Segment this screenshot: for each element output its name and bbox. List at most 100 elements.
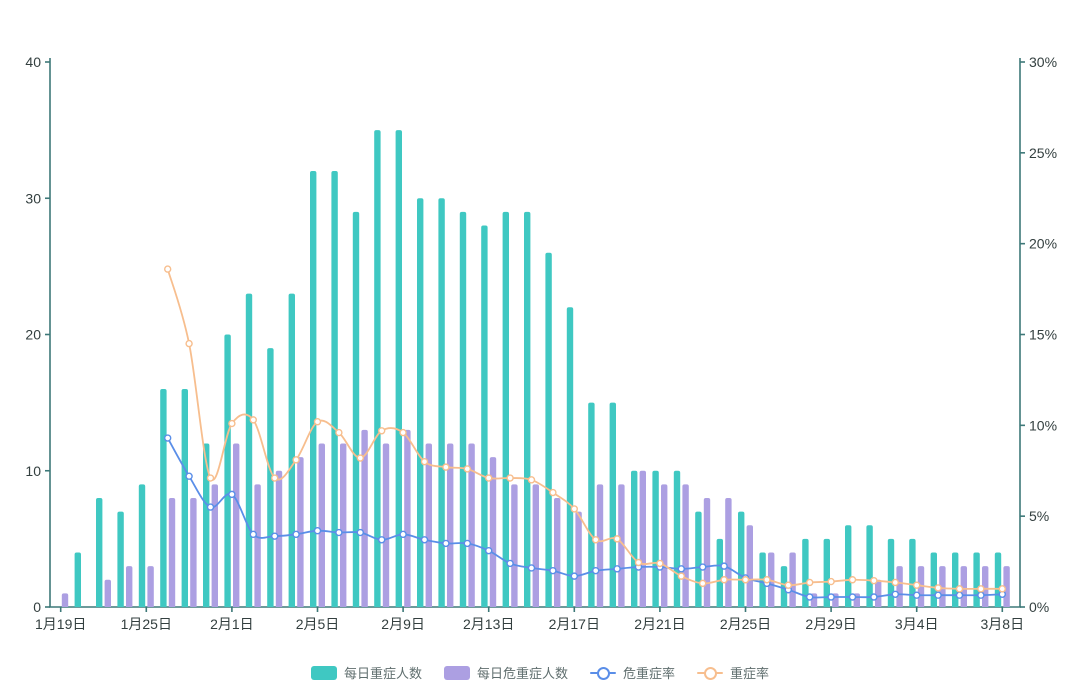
bar xyxy=(425,443,432,607)
data-point-marker xyxy=(549,566,557,575)
right-axis-tick-label: 10% xyxy=(1029,417,1057,433)
data-point-marker xyxy=(592,536,600,544)
bar xyxy=(789,552,796,607)
data-point-marker xyxy=(741,576,750,584)
legend-item-critical-rate[interactable]: 危重症率 xyxy=(590,663,675,682)
bar xyxy=(511,484,518,607)
bar xyxy=(973,552,980,607)
line-series-重症率 xyxy=(163,265,1006,593)
bar xyxy=(703,498,711,607)
left-axis-tick-label: 20 xyxy=(25,327,41,343)
bar xyxy=(930,552,937,607)
bar xyxy=(481,225,488,607)
bar xyxy=(639,470,646,607)
x-axis-tick-label: 3月4日 xyxy=(895,616,939,632)
bar xyxy=(74,552,81,607)
bar xyxy=(952,552,959,607)
data-point-marker xyxy=(913,581,921,589)
data-point-marker xyxy=(977,591,985,599)
left-axis-tick-label: 30 xyxy=(25,190,41,206)
data-point-marker xyxy=(463,465,471,473)
critical-rate-line-marker-icon xyxy=(590,666,616,680)
legend-item-daily-critical[interactable]: 每日危重症人数 xyxy=(443,663,568,682)
data-point-marker xyxy=(185,472,193,480)
data-point-marker xyxy=(506,559,514,568)
bar xyxy=(404,429,411,607)
bar xyxy=(147,566,154,607)
bar xyxy=(566,307,574,607)
data-point-marker xyxy=(228,419,236,428)
bar xyxy=(575,511,582,607)
x-axis-tick-label: 2月21日 xyxy=(634,616,685,632)
data-point-marker xyxy=(163,434,172,442)
x-axis-tick-label: 2月17日 xyxy=(549,616,600,632)
x-axis-tick-label: 3月8日 xyxy=(981,616,1025,632)
bar xyxy=(802,538,809,607)
left-axis-tick-label: 0 xyxy=(33,599,41,615)
data-point-marker xyxy=(613,535,621,543)
bar xyxy=(661,484,668,607)
bar xyxy=(545,252,552,607)
bar xyxy=(887,538,895,607)
bar xyxy=(96,498,103,607)
bar xyxy=(588,402,595,607)
x-axis-tick-label: 1月25日 xyxy=(121,616,172,632)
data-point-marker xyxy=(570,572,578,580)
data-point-marker xyxy=(399,428,407,437)
data-point-marker xyxy=(485,546,493,555)
data-point-marker xyxy=(313,527,322,535)
critical-bar-swatch-icon xyxy=(443,665,470,680)
bar xyxy=(275,470,283,607)
bar xyxy=(254,484,261,607)
bar xyxy=(768,552,775,607)
legend-item-daily-severe[interactable]: 每日重症人数 xyxy=(310,663,422,682)
line-path xyxy=(166,437,1004,599)
bar xyxy=(502,211,509,607)
bar xyxy=(233,443,240,607)
x-axis-tick-label: 2月29日 xyxy=(805,616,856,632)
data-point-marker xyxy=(677,572,685,580)
data-point-marker xyxy=(206,474,215,482)
bar-series-每日危重症人数 xyxy=(61,429,1010,607)
severe-rate-line-marker-icon xyxy=(697,666,724,680)
data-point-marker xyxy=(420,536,429,544)
data-point-marker xyxy=(934,591,942,599)
data-point-marker xyxy=(784,581,792,589)
bar xyxy=(417,198,424,607)
bar xyxy=(823,538,830,607)
data-point-marker xyxy=(549,488,557,497)
bar xyxy=(725,498,732,607)
bar xyxy=(459,211,467,607)
data-point-marker xyxy=(292,530,300,539)
legend-item-severe-rate[interactable]: 重症率 xyxy=(697,663,769,682)
bar xyxy=(168,498,176,607)
bar xyxy=(310,171,317,607)
x-axis-tick-label: 2月5日 xyxy=(296,616,340,632)
bar xyxy=(875,579,882,607)
bar xyxy=(61,593,69,607)
right-axis-tick-label: 30% xyxy=(1029,54,1057,70)
line-series-危重症率 xyxy=(163,434,1006,601)
bar xyxy=(489,457,497,607)
x-axis-tick-label: 2月13日 xyxy=(463,616,514,632)
legend-label: 每日危重症人数 xyxy=(476,666,568,681)
data-point-marker xyxy=(806,578,814,587)
bar xyxy=(746,525,753,607)
bar xyxy=(596,484,604,607)
bar xyxy=(845,525,852,607)
bar xyxy=(245,293,253,607)
data-point-marker xyxy=(356,528,364,537)
bar xyxy=(468,443,475,607)
bar-series-每日重症人数 xyxy=(74,130,1002,607)
bar xyxy=(104,579,111,607)
legend-label: 危重症率 xyxy=(623,666,676,681)
data-point-marker xyxy=(335,528,343,537)
bar xyxy=(438,198,445,607)
axes: 0 10 20 30 40 0% 5% 10% 15% 20% 25% 30% 1月19日 1月25日 2月… xyxy=(25,54,1057,632)
x-axis-tick-label: 2月1日 xyxy=(210,616,254,632)
bar xyxy=(447,443,454,607)
right-axis-tick-label: 25% xyxy=(1029,145,1057,161)
bar xyxy=(382,443,390,607)
data-point-marker xyxy=(720,562,728,570)
